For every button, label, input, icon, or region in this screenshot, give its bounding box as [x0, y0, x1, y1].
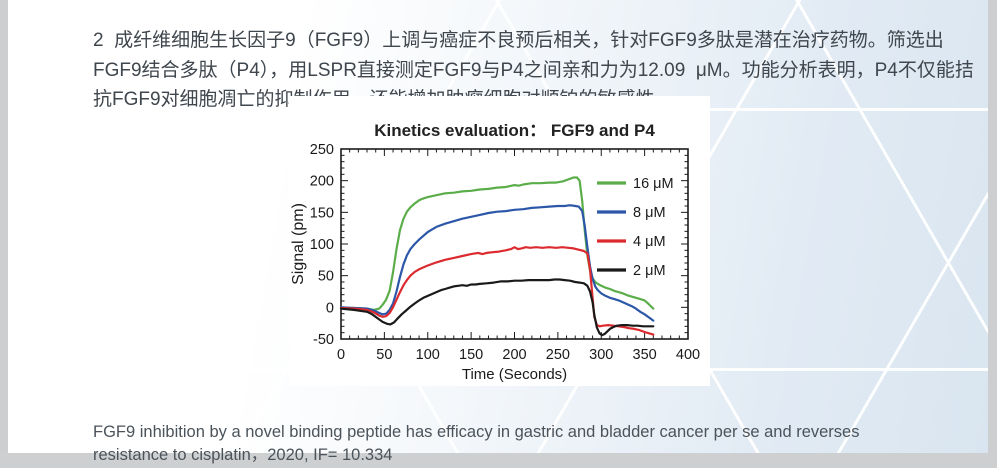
y-tick-label: 100 — [310, 237, 334, 253]
x-tick-label: 250 — [546, 347, 570, 363]
series-line-4μM — [339, 246, 655, 336]
legend-label-8μM: 8 μM — [633, 205, 666, 221]
chart-title: Kinetics evaluation： FGF9 and P4 — [374, 121, 655, 140]
y-tick-label: -50 — [313, 332, 334, 348]
y-tick-label: 200 — [310, 174, 334, 190]
x-tick-label: 50 — [376, 347, 392, 363]
kinetics-chart-svg: 0 50 100 150 200 250 300 350 400-500501001502002… — [290, 121, 700, 383]
series-line-2μM — [339, 278, 655, 337]
x-tick-label: 400 — [676, 347, 700, 363]
y-tick-label: 50 — [318, 269, 334, 285]
y-axis-label: Signal (pm) — [290, 203, 307, 285]
y-tick-label: 250 — [310, 142, 334, 158]
x-tick-label: 0 — [337, 347, 345, 363]
x-tick-label: 300 — [589, 347, 613, 363]
series-line-16μM — [339, 176, 655, 311]
x-tick-label: 200 — [502, 347, 526, 363]
legend-label-2μM: 2 μM — [633, 263, 666, 279]
page-left-border — [0, 0, 8, 453]
x-axis-label: Time (Seconds) — [462, 366, 567, 383]
x-tick-label: 100 — [416, 347, 440, 363]
legend-label-4μM: 4 μM — [633, 234, 666, 250]
slide-background: 2 成纤维细胞生长因子9（FGF9）上调与癌症不良预后相关，针对FGF9多肽是潜… — [8, 0, 988, 464]
paper-citation: FGF9 inhibition by a novel binding pepti… — [93, 422, 860, 465]
x-tick-label: 150 — [459, 347, 483, 363]
x-tick-label: 350 — [633, 347, 657, 363]
series-line-8μM — [339, 204, 655, 322]
y-tick-label: 150 — [310, 205, 334, 221]
kinetics-chart: 0 50 100 150 200 250 300 350 400 -50 0 50 100 150 200 2… — [289, 96, 710, 386]
legend-label-16μM: 16 μM — [633, 176, 674, 192]
y-tick-label: 0 — [326, 300, 334, 316]
page-right-border — [988, 0, 997, 453]
